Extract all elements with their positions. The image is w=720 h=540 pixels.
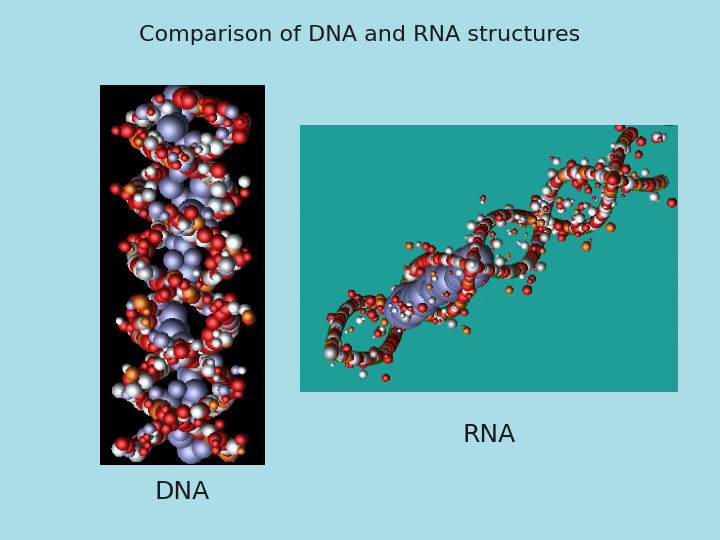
Text: Comparison of DNA and RNA structures: Comparison of DNA and RNA structures xyxy=(140,25,580,45)
Text: RNA: RNA xyxy=(462,423,516,447)
Text: DNA: DNA xyxy=(155,480,210,504)
Bar xyxy=(100,85,265,465)
Bar xyxy=(300,125,678,392)
